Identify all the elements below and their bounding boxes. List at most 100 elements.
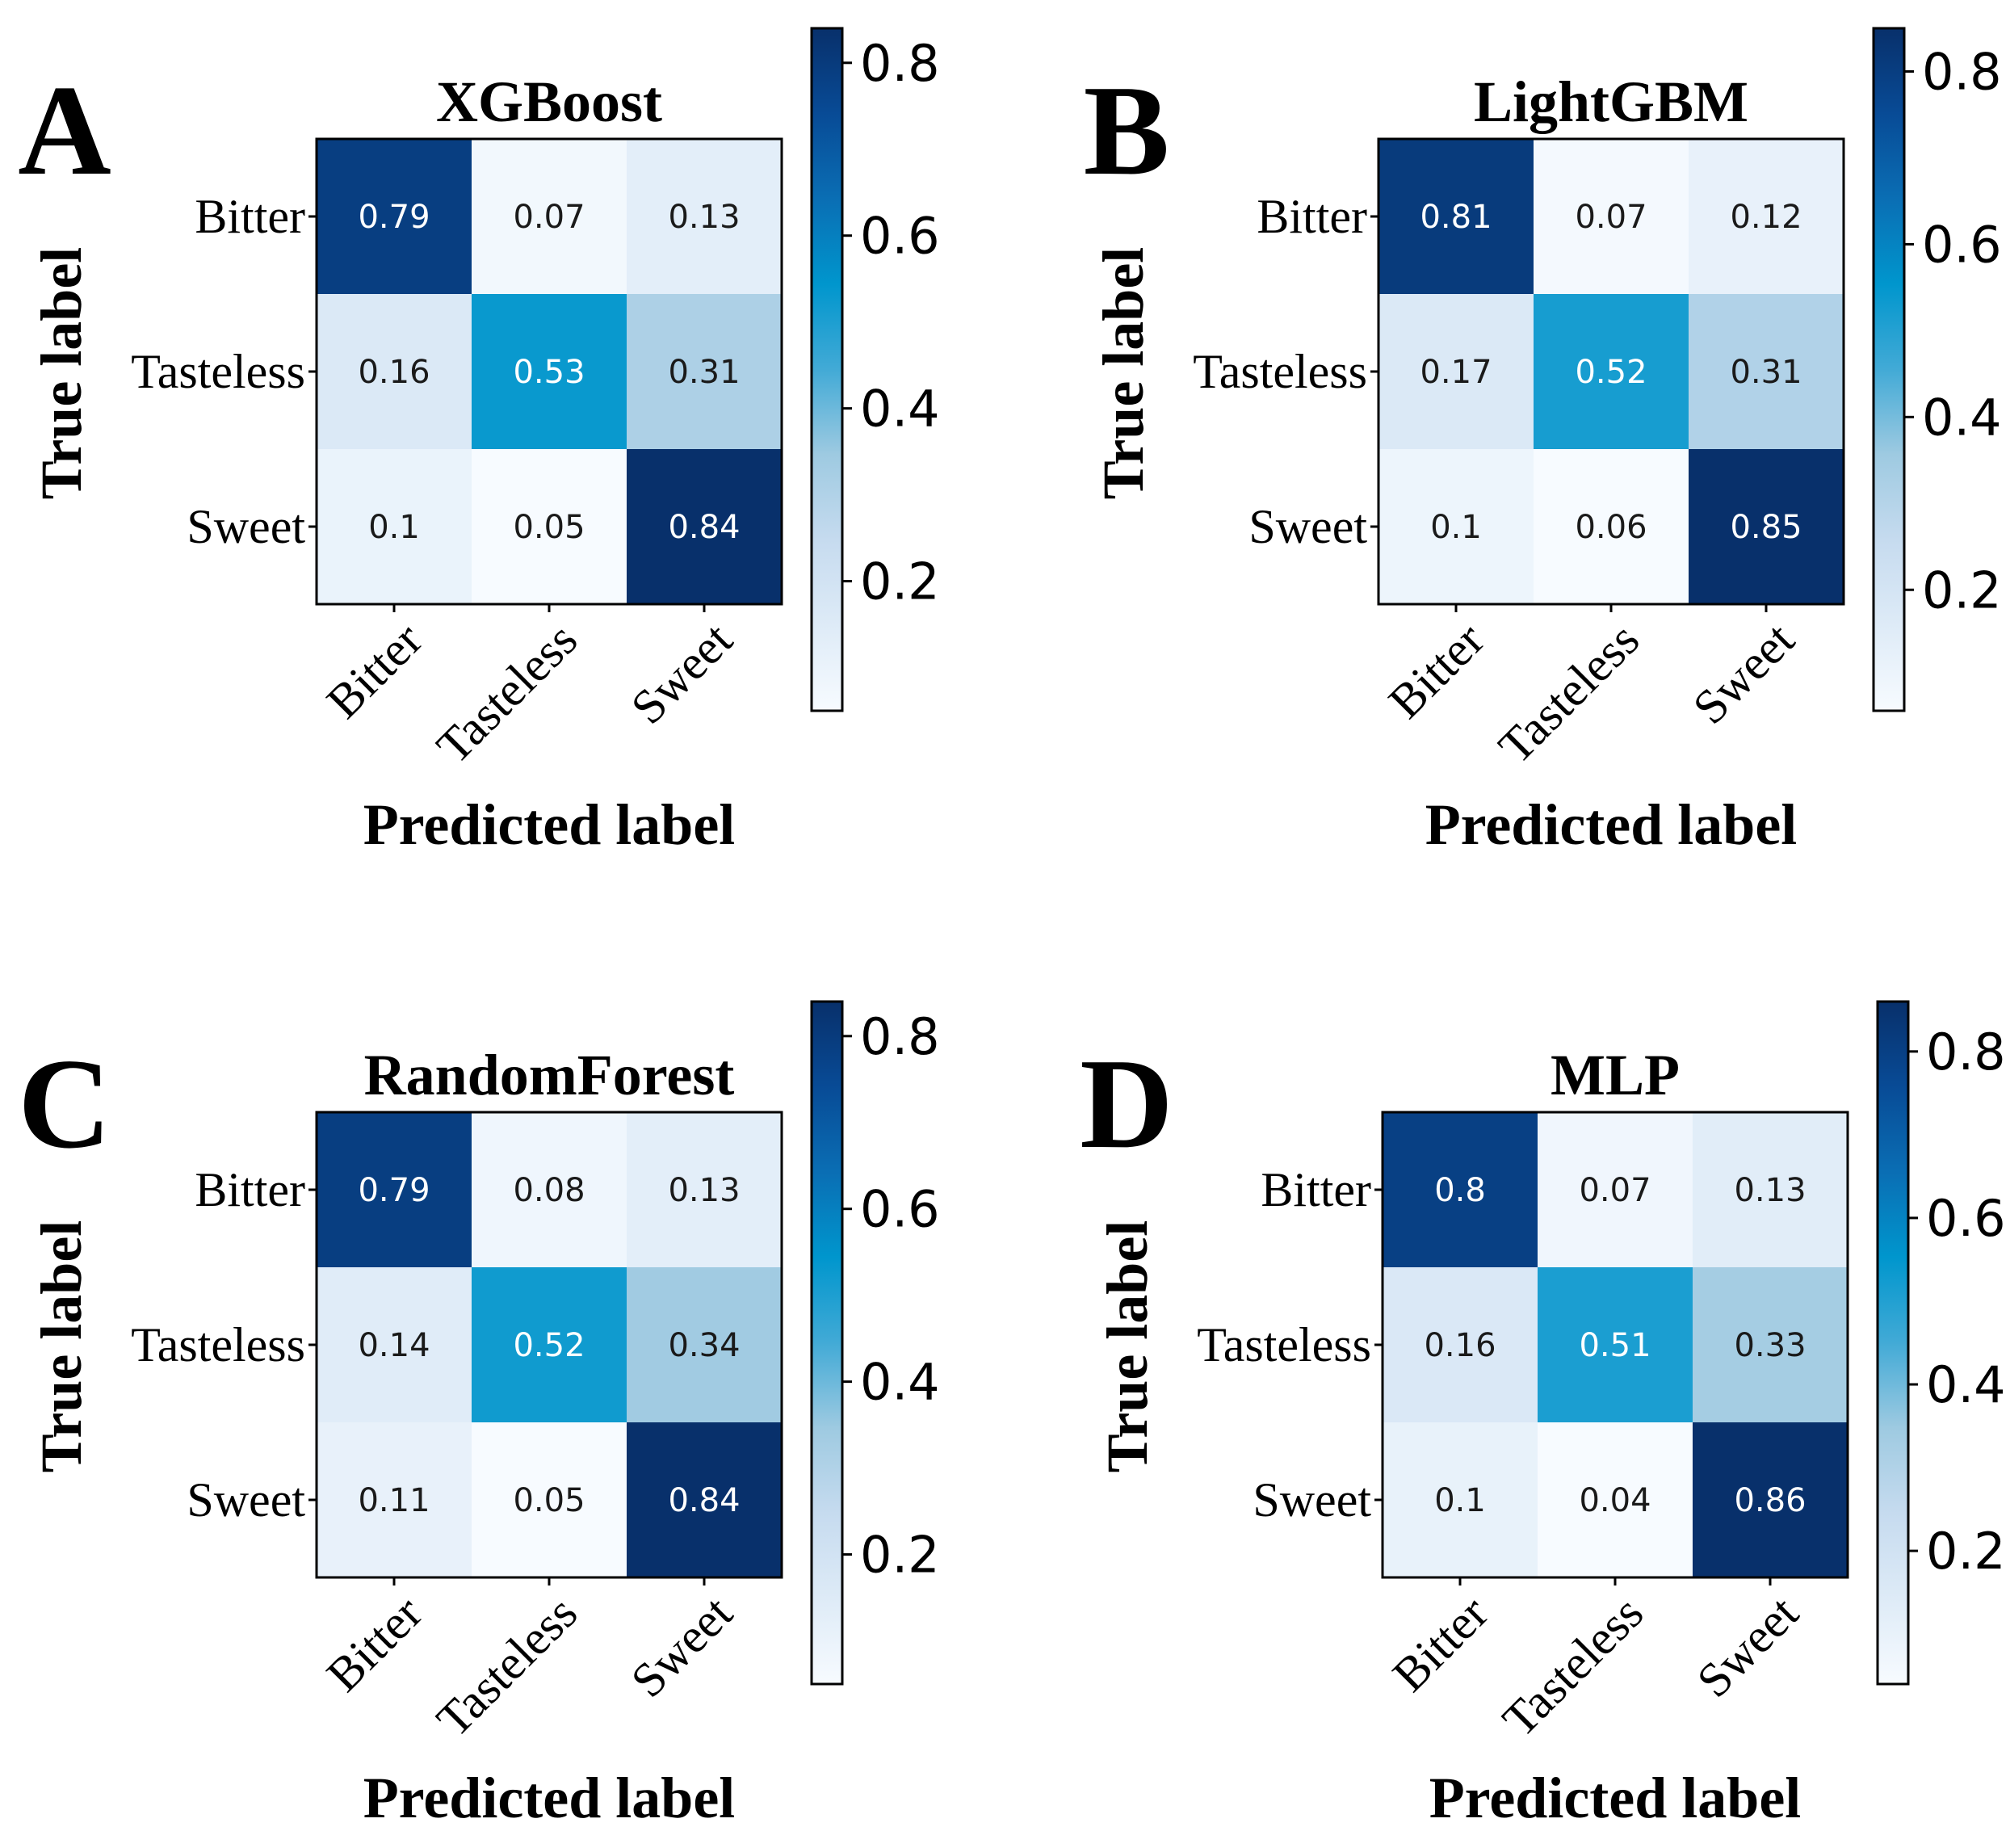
heatmap-cell [317, 1422, 472, 1577]
colorbar-tick-label: 0.8 [860, 34, 940, 93]
heatmap-cells: 0.79 0.08 0.13 0.14 0.52 0.34 0.11 0.05 0.84 [315, 1111, 783, 1579]
panel-c: C RandomForest True label Predicted labe… [18, 1000, 940, 1830]
heatmap-cells: 0.79 0.07 0.13 0.16 0.53 0.31 0.1 0.05 0.84 [315, 137, 783, 606]
cell-value-label: 0.13 [668, 1172, 740, 1209]
y-tick-labels: Bitter Tasteless Sweet [1193, 190, 1378, 553]
colorbar-tick-label: 0.8 [1926, 1023, 2006, 1082]
colorbar-tick-label: 0.6 [860, 207, 940, 266]
heatmap-cell [627, 139, 782, 294]
x-axis-label: Predicted label [363, 792, 736, 857]
cell-value-label: 0.8 [1434, 1172, 1486, 1209]
y-tick-label: Bitter [195, 190, 305, 243]
cell-value-label: 0.17 [1420, 354, 1492, 391]
cell-value-label: 0.1 [1434, 1482, 1486, 1519]
y-tick-label: Tasteless [1197, 1318, 1371, 1371]
cell-value-label: 0.79 [358, 199, 430, 236]
cell-value-label: 0.07 [1575, 199, 1647, 236]
panel-letter: A [18, 58, 111, 202]
heatmap-cell [472, 1267, 627, 1422]
y-tick-label: Sweet [1248, 500, 1367, 553]
y-tick-label: Sweet [187, 500, 305, 553]
colorbar-tick-label: 0.6 [860, 1180, 940, 1239]
heatmap-cell [1378, 139, 1534, 294]
panel-letter: B [1084, 58, 1170, 202]
colorbar: 0.2 0.4 0.6 0.8 [810, 1000, 940, 1686]
heatmap-cell [317, 449, 472, 604]
heatmap-cell [472, 1422, 627, 1577]
heatmap-cells: 0.8 0.07 0.13 0.16 0.51 0.33 0.1 0.04 0.86 [1381, 1111, 1849, 1579]
x-tick-label: Bitter [1383, 1586, 1498, 1702]
heatmap-cell [1693, 1267, 1848, 1422]
heatmap-cell [627, 1267, 782, 1422]
cell-value-label: 0.06 [1575, 509, 1647, 546]
heatmap-cell [1538, 1112, 1693, 1267]
cell-value-label: 0.33 [1734, 1327, 1806, 1364]
y-tick-label: Bitter [1257, 190, 1367, 243]
cell-value-label: 0.31 [668, 354, 740, 391]
colorbar-tick-label: 0.2 [1926, 1522, 2006, 1581]
y-tick-label: Sweet [1253, 1473, 1371, 1527]
colorbar-tick-label: 0.4 [860, 380, 940, 439]
heatmap-cell [1538, 1267, 1693, 1422]
cell-value-label: 0.84 [668, 1482, 740, 1519]
y-axis-label: True label [29, 247, 94, 500]
y-tick-label: Tasteless [131, 345, 305, 398]
heatmap-cell [627, 1112, 782, 1267]
x-tick-label: Sweet [1683, 612, 1805, 734]
y-tick-label: Tasteless [1193, 345, 1367, 398]
colorbar-tick-label: 0.6 [1926, 1189, 2006, 1248]
x-tick-label: Bitter [317, 1586, 432, 1702]
heatmap-cell [1383, 1267, 1538, 1422]
y-tick-label: Tasteless [131, 1318, 305, 1371]
x-tick-label: Tasteless [1488, 613, 1649, 774]
x-tick-label: Sweet [1687, 1586, 1809, 1707]
heatmap-cell [1534, 449, 1689, 604]
heatmap-cell [627, 294, 782, 449]
heatmap-cell [472, 139, 627, 294]
chart-title: RandomForest [364, 1043, 735, 1107]
cell-value-label: 0.34 [668, 1327, 740, 1364]
cell-value-label: 0.12 [1730, 199, 1802, 236]
cell-value-label: 0.16 [358, 354, 430, 391]
cell-value-label: 0.07 [1579, 1172, 1651, 1209]
heatmap-cell [1378, 449, 1534, 604]
colorbar-gradient [810, 1000, 844, 1686]
x-tick-label: Tasteless [426, 613, 587, 774]
heatmap-cell [472, 294, 627, 449]
colorbar-tick-label: 0.8 [860, 1007, 940, 1066]
colorbar-tick-label: 0.6 [1922, 215, 2002, 274]
heatmap-cell [627, 449, 782, 604]
cell-value-label: 0.51 [1579, 1327, 1651, 1364]
x-tick-label: Tasteless [426, 1586, 587, 1747]
heatmap-cell [1534, 294, 1689, 449]
heatmap-cell [1689, 449, 1844, 604]
heatmap-cell [472, 449, 627, 604]
colorbar: 0.2 0.4 0.6 0.8 [1876, 1000, 2006, 1686]
cell-value-label: 0.1 [368, 509, 420, 546]
cell-value-label: 0.1 [1430, 509, 1482, 546]
colorbar-tick-label: 0.4 [1922, 388, 2002, 447]
cell-value-label: 0.13 [1734, 1172, 1806, 1209]
x-tick-label: Tasteless [1492, 1586, 1653, 1747]
cell-value-label: 0.52 [1575, 354, 1647, 391]
cell-value-label: 0.86 [1734, 1482, 1806, 1519]
x-tick-label: Sweet [621, 612, 743, 734]
heatmap-cell [1689, 139, 1844, 294]
colorbar-tick-label: 0.4 [1926, 1355, 2006, 1414]
y-tick-labels: Bitter Tasteless Sweet [131, 1163, 317, 1527]
colorbar-tick-label: 0.4 [860, 1353, 940, 1412]
colorbar-tick-label: 0.8 [1922, 42, 2002, 101]
heatmap-cell [1378, 294, 1534, 449]
cell-value-label: 0.84 [668, 509, 740, 546]
y-tick-label: Sweet [187, 1473, 305, 1527]
cell-value-label: 0.04 [1579, 1482, 1651, 1519]
x-tick-label: Sweet [621, 1586, 743, 1707]
colorbar-gradient [1872, 27, 1906, 712]
heatmap-cell [1383, 1112, 1538, 1267]
heatmap-cell [317, 1112, 472, 1267]
heatmap-cell [1538, 1422, 1693, 1577]
y-tick-labels: Bitter Tasteless Sweet [131, 190, 317, 553]
